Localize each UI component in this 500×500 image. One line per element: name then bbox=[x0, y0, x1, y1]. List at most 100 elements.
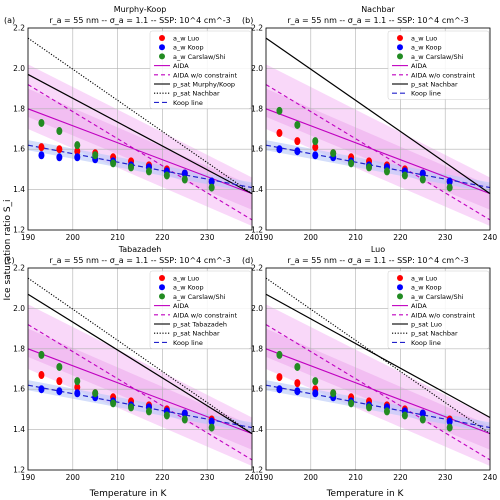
point-aw_carslaw bbox=[366, 403, 373, 412]
point-aw_carslaw bbox=[419, 175, 426, 184]
point-aw_carslaw bbox=[38, 350, 45, 359]
point-aw_carslaw bbox=[56, 127, 63, 136]
x-tick-label: 200 bbox=[304, 473, 319, 482]
point-aw_carslaw bbox=[56, 362, 63, 371]
x-tick-label: 220 bbox=[155, 233, 170, 242]
panel-letter: (d) bbox=[242, 256, 253, 265]
legend-label: AIDA w/o constraint bbox=[173, 71, 238, 79]
x-tick-label: 190 bbox=[259, 473, 274, 482]
point-aw_koop bbox=[312, 151, 319, 160]
x-axis-label: Temperature in K bbox=[326, 489, 405, 499]
point-aw_carslaw bbox=[92, 389, 99, 398]
point-aw_carslaw bbox=[366, 163, 373, 172]
y-tick-label: 1.6 bbox=[251, 385, 263, 394]
point-aw_carslaw bbox=[294, 120, 301, 129]
point-aw_carslaw bbox=[419, 415, 426, 424]
point-aw_luo bbox=[56, 377, 63, 386]
point-aw_luo bbox=[294, 379, 301, 388]
y-tick-label: 1.8 bbox=[251, 104, 263, 113]
legend-box bbox=[387, 270, 490, 349]
point-aw_carslaw bbox=[145, 167, 152, 176]
x-tick-label: 200 bbox=[66, 473, 81, 482]
legend-label: a_w Koop bbox=[173, 284, 204, 292]
point-aw_koop bbox=[294, 147, 301, 156]
legend-label: Koop line bbox=[173, 339, 203, 347]
point-aw_carslaw bbox=[110, 399, 117, 408]
point-aw_luo bbox=[276, 373, 283, 382]
y-tick-label: 1.2 bbox=[251, 466, 263, 475]
x-tick-label: 220 bbox=[393, 473, 408, 482]
y-tick-label: 1.4 bbox=[251, 425, 263, 434]
series-line-koop_line bbox=[27, 384, 253, 429]
legend-marker bbox=[397, 35, 403, 41]
point-aw_carslaw bbox=[348, 399, 355, 408]
legend-label: AIDA w/o constraint bbox=[411, 71, 476, 79]
panel-subtitle: r_a = 55 nm -- σ_a = 1.1 -- SSP: 10^4 cm… bbox=[287, 16, 468, 25]
point-aw_luo bbox=[312, 143, 319, 152]
panel-letter: (b) bbox=[242, 16, 253, 25]
legend-marker bbox=[397, 44, 403, 51]
series-line-psat_main bbox=[27, 73, 253, 195]
legend-marker bbox=[159, 275, 165, 281]
point-aw_carslaw bbox=[92, 151, 99, 160]
panel-subtitle: r_a = 55 nm -- σ_a = 1.1 -- SSP: 10^4 cm… bbox=[49, 16, 230, 25]
series-line-aida_wo bbox=[265, 84, 491, 221]
y-tick-label: 1.2 bbox=[13, 466, 25, 475]
x-tick-label: 190 bbox=[21, 233, 36, 242]
series-line-aida_wo bbox=[27, 84, 253, 221]
y-tick-label: 1.6 bbox=[251, 145, 263, 154]
point-aw_koop bbox=[56, 153, 63, 162]
y-tick-label: 2.0 bbox=[251, 304, 263, 313]
y-tick-label: 1.8 bbox=[13, 104, 25, 113]
x-tick-label: 230 bbox=[200, 473, 215, 482]
point-aw_carslaw bbox=[401, 411, 408, 420]
plot-frame bbox=[265, 267, 491, 471]
y-tick-label: 2.0 bbox=[13, 304, 25, 313]
legend-label: p_sat Tabazadeh bbox=[173, 321, 227, 329]
legend-label: AIDA w/o constraint bbox=[411, 311, 476, 319]
legend-label: a_w Carslaw/Shi bbox=[173, 53, 226, 61]
x-tick-label: 230 bbox=[438, 473, 453, 482]
legend-label: AIDA w/o constraint bbox=[173, 311, 238, 319]
x-tick-label: 210 bbox=[348, 473, 363, 482]
y-tick-label: 1.6 bbox=[13, 145, 25, 154]
y-tick-label: 2.0 bbox=[13, 64, 25, 73]
point-aw_carslaw bbox=[38, 118, 45, 127]
y-tick-label: 1.4 bbox=[251, 185, 263, 194]
legend-marker bbox=[159, 44, 165, 51]
point-aw_carslaw bbox=[163, 411, 170, 420]
series-line-koop_line bbox=[265, 384, 491, 429]
point-aw_koop bbox=[276, 145, 283, 154]
point-aw_koop bbox=[181, 409, 188, 418]
point-aw_carslaw bbox=[446, 423, 453, 432]
series-line-aida bbox=[265, 108, 491, 195]
y-tick-label: 1.2 bbox=[251, 226, 263, 235]
series-line-koop_line bbox=[27, 144, 253, 189]
point-aw_carslaw bbox=[312, 137, 319, 146]
series-line-psat_nachbar bbox=[27, 37, 253, 195]
legend-label: p_sat Nachbar bbox=[411, 330, 458, 338]
point-aw_koop bbox=[38, 151, 45, 160]
legend-marker bbox=[159, 284, 165, 291]
point-aw_carslaw bbox=[446, 183, 453, 192]
x-tick-label: 210 bbox=[110, 233, 125, 242]
point-aw_koop bbox=[276, 385, 283, 394]
legend-label: Koop line bbox=[411, 339, 441, 347]
legend-marker bbox=[159, 293, 165, 300]
point-aw_carslaw bbox=[276, 106, 283, 115]
point-aw_carslaw bbox=[330, 149, 337, 158]
panel-1: 190 200 210 220 230 2401.21.41.61.82.02.2Nach… bbox=[242, 5, 497, 242]
point-aw_carslaw bbox=[110, 159, 117, 168]
point-aw_koop bbox=[56, 387, 63, 396]
point-aw_luo bbox=[276, 129, 283, 138]
legend-label: p_sat Nachbar bbox=[411, 81, 458, 89]
panel-2: 190 200 210 220 230 240 1.2 1.4 1.6 1.8 2.0 2.2 Taba… bbox=[4, 245, 259, 482]
x-tick-label: 190 bbox=[21, 473, 36, 482]
point-aw_carslaw bbox=[383, 407, 390, 416]
x-tick-label: 240 bbox=[483, 473, 498, 482]
point-aw_koop bbox=[74, 153, 81, 162]
point-aw_carslaw bbox=[276, 350, 283, 359]
legend-box bbox=[149, 30, 252, 109]
point-aw_koop bbox=[294, 387, 301, 396]
